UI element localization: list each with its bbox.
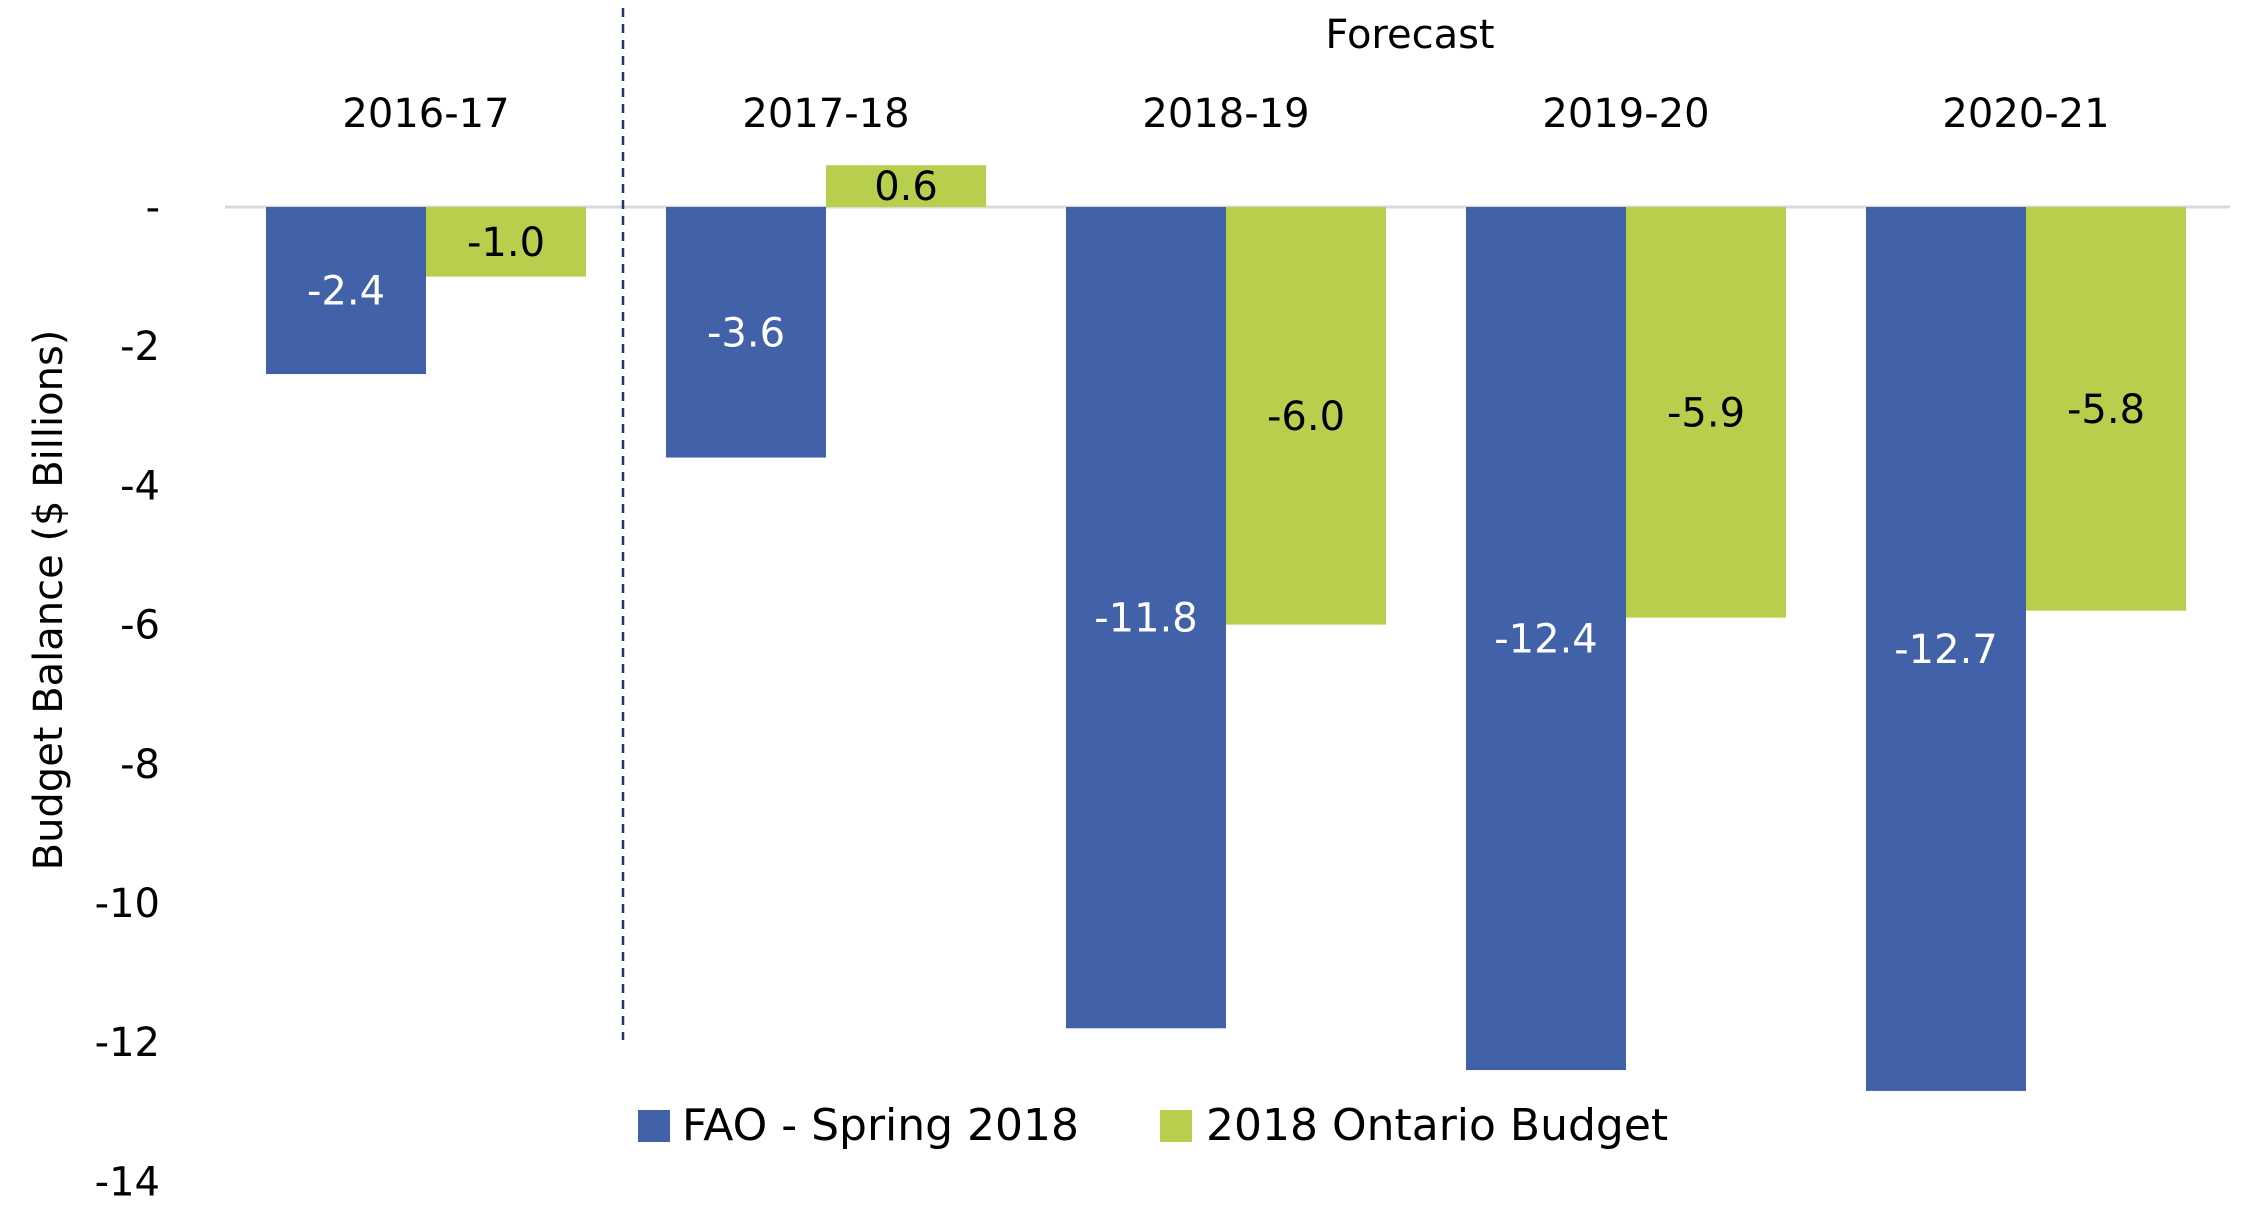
y-tick-label: - xyxy=(146,185,160,231)
bar xyxy=(666,207,826,458)
bar xyxy=(1866,207,2026,1091)
forecast-annotation: Forecast xyxy=(1325,12,1494,58)
legend-label: 2018 Ontario Budget xyxy=(1206,1100,1668,1151)
bar xyxy=(1226,207,1386,625)
data-label: 0.6 xyxy=(874,164,938,210)
y-tick-label: -6 xyxy=(120,603,160,649)
data-label: -11.8 xyxy=(1094,596,1198,642)
bar xyxy=(266,207,426,375)
data-label: -2.4 xyxy=(307,269,385,315)
bar xyxy=(1626,207,1786,618)
bar xyxy=(826,165,986,207)
y-tick-label: -10 xyxy=(95,881,160,927)
y-tick-label: -8 xyxy=(120,742,160,788)
category-label: 2019-20 xyxy=(1542,91,1709,137)
data-label: -12.7 xyxy=(1894,627,1998,673)
data-label: -5.8 xyxy=(2067,387,2145,433)
category-label: 2020-21 xyxy=(1942,91,2109,137)
y-tick-label: -14 xyxy=(95,1159,160,1205)
data-label: -5.9 xyxy=(1667,390,1745,436)
bar xyxy=(1066,207,1226,1029)
category-label: 2017-18 xyxy=(742,91,909,137)
bar xyxy=(1466,207,1626,1071)
data-label: -1.0 xyxy=(467,220,545,266)
y-tick-label: -2 xyxy=(120,324,160,370)
bar xyxy=(426,207,586,277)
category-label: 2018-19 xyxy=(1142,91,1309,137)
legend-swatch xyxy=(638,1110,670,1142)
data-label: -3.6 xyxy=(707,310,785,356)
y-tick-label: -4 xyxy=(120,463,160,509)
data-label: -6.0 xyxy=(1267,394,1345,440)
y-axis-label: Budget Balance ($ Billions) xyxy=(26,330,72,871)
plot-area: - -2 -4 -6 -8 -10 -12 -14 2016-17 -2.4 -1.0 2017-18… xyxy=(95,8,2230,1205)
legend-label: FAO - Spring 2018 xyxy=(682,1100,1079,1151)
data-label: -12.4 xyxy=(1494,617,1598,663)
legend: FAO - Spring 2018 2018 Ontario Budget xyxy=(638,1100,1668,1151)
legend-swatch xyxy=(1160,1110,1192,1142)
y-tick-label: -12 xyxy=(95,1020,160,1066)
category-label: 2016-17 xyxy=(342,91,509,137)
bar xyxy=(2026,207,2186,611)
